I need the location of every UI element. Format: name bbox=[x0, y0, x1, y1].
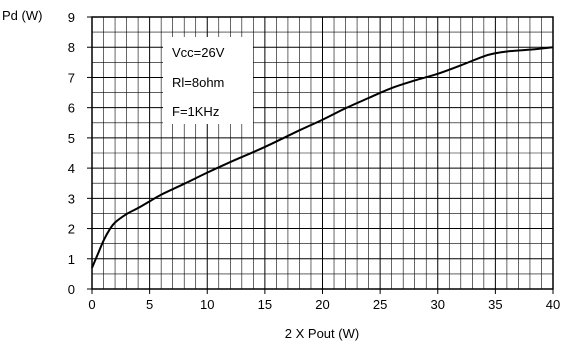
x-tick-label: 40 bbox=[546, 297, 560, 312]
annotation-box: Vcc=26V Rl=8ohm F=1KHz bbox=[163, 37, 253, 124]
y-axis-label: Pd (W) bbox=[2, 8, 42, 23]
x-tick-labels: 0 5 10 15 20 25 30 35 40 bbox=[88, 297, 560, 312]
y-tick-label: 8 bbox=[68, 40, 75, 55]
x-tick-label: 35 bbox=[488, 297, 502, 312]
annotation-rl: Rl=8ohm bbox=[172, 75, 224, 90]
y-tick-label: 9 bbox=[68, 10, 75, 25]
y-tick-label: 0 bbox=[68, 282, 75, 297]
y-tick-label: 4 bbox=[68, 161, 75, 176]
y-tick-label: 6 bbox=[68, 101, 75, 116]
series-line bbox=[91, 46, 554, 269]
x-tick-label: 10 bbox=[200, 297, 214, 312]
y-tick-labels: 0 1 2 3 4 5 6 7 8 9 bbox=[68, 10, 75, 297]
y-tick-label: 2 bbox=[68, 222, 75, 237]
x-tick-label: 20 bbox=[315, 297, 329, 312]
x-tick-label: 15 bbox=[258, 297, 272, 312]
annotation-box-background bbox=[163, 37, 253, 124]
x-tick-label: 0 bbox=[88, 297, 95, 312]
annotation-freq: F=1KHz bbox=[172, 104, 219, 119]
y-tick-label: 5 bbox=[68, 131, 75, 146]
x-axis-label: 2 X Pout (W) bbox=[285, 326, 359, 341]
x-tick-label: 25 bbox=[373, 297, 387, 312]
x-tick-label: 30 bbox=[431, 297, 445, 312]
y-tick-label: 3 bbox=[68, 191, 75, 206]
x-tick-label: 5 bbox=[146, 297, 153, 312]
y-tick-label: 1 bbox=[68, 252, 75, 267]
y-tick-label: 7 bbox=[68, 70, 75, 85]
annotation-vcc: Vcc=26V bbox=[172, 45, 225, 60]
axis-ticks bbox=[87, 16, 554, 294]
